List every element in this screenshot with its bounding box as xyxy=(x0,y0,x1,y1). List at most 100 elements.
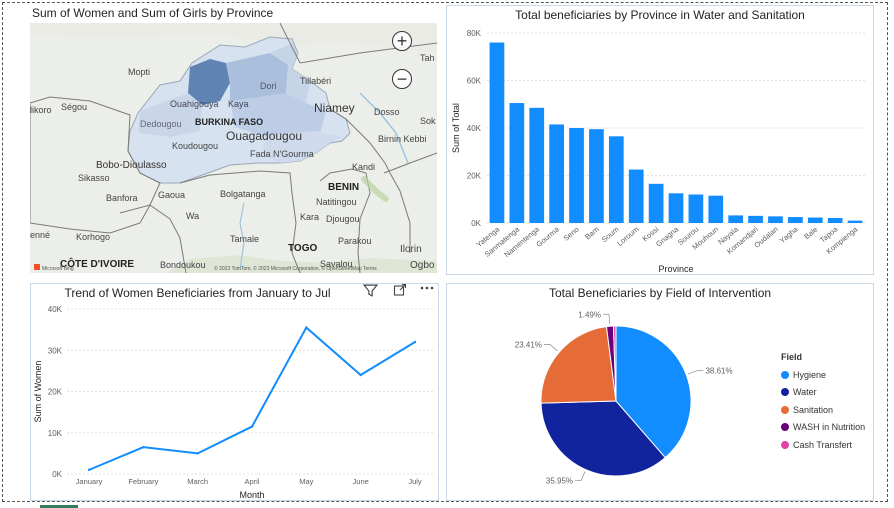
more-options-icon[interactable] xyxy=(419,281,435,298)
line-ytick-label: 30K xyxy=(48,346,63,355)
bar[interactable] xyxy=(768,216,783,223)
line-point[interactable] xyxy=(413,340,417,344)
line-point[interactable] xyxy=(305,326,308,329)
bar[interactable] xyxy=(628,169,644,223)
map-attribution: © 2023 TomTom, © 2023 Microsoft Corporat… xyxy=(214,265,377,272)
bar[interactable] xyxy=(648,183,664,223)
pie-legend-item[interactable]: Water xyxy=(781,384,865,402)
bar[interactable] xyxy=(589,129,604,223)
pie-legend-item[interactable]: Sanitation xyxy=(781,401,865,419)
pie-data-label: 35.95% xyxy=(546,477,573,486)
line-point[interactable] xyxy=(359,373,362,377)
province-seno[interactable] xyxy=(270,43,310,103)
label-koudougou: Koudougou xyxy=(172,141,218,151)
bar[interactable] xyxy=(569,128,584,223)
label-ouahigouya: Ouahigouya xyxy=(170,99,219,109)
map-canvas[interactable]: Tah Mopti Tillabéri Niamey Ouahigouya Ka… xyxy=(30,23,437,273)
map-visual[interactable]: Sum of Women and Sum of Girls by Provinc… xyxy=(30,5,439,273)
pie-data-label: 23.41% xyxy=(515,340,542,349)
line-series[interactable] xyxy=(88,325,416,471)
line-chart-visual[interactable]: Trend of Women Beneficiaries from Januar… xyxy=(30,283,439,501)
label-dedougou: Dedougou xyxy=(140,119,182,129)
pie-slice[interactable] xyxy=(612,325,617,402)
bar[interactable] xyxy=(847,220,863,223)
label-sikasso: Sikasso xyxy=(78,173,110,183)
bar[interactable] xyxy=(827,218,843,223)
bar[interactable] xyxy=(529,107,545,223)
pie-leader-line xyxy=(687,370,704,375)
label-savalou: Savalou xyxy=(320,259,353,269)
map-svg[interactable]: Tah Mopti Tillabéri Niamey Ouahigouya Ka… xyxy=(30,23,437,273)
bar[interactable] xyxy=(489,42,505,224)
province-namentenga[interactable] xyxy=(230,93,326,141)
label-tamale: Tamale xyxy=(230,234,259,244)
line-chart-title: Trend of Women Beneficiaries from Januar… xyxy=(64,286,331,300)
bar-chart-visual[interactable]: Total beneficiaries by Province in Water… xyxy=(446,5,874,275)
map-terrain-north xyxy=(30,23,437,53)
label-benin: BENIN xyxy=(328,182,359,193)
label-enne: enné xyxy=(30,230,50,240)
province-mouhoun[interactable] xyxy=(138,93,202,137)
bar-ytick-label: 40K xyxy=(467,124,482,133)
niger-river xyxy=(359,92,409,164)
pie-leader-line xyxy=(543,344,558,352)
zoom-in-button[interactable]: + xyxy=(392,31,412,51)
bar[interactable] xyxy=(708,195,724,223)
label-dori: Dori xyxy=(260,81,277,91)
bar[interactable] xyxy=(608,136,624,223)
bar-xtick-label: Gourma xyxy=(534,224,561,249)
bar[interactable] xyxy=(688,194,704,224)
legend-swatch xyxy=(781,423,789,432)
bar[interactable] xyxy=(509,103,525,223)
line-chart-svg[interactable]: 0K 10K 20K 30K 40K January February March April M… xyxy=(31,300,438,500)
legend-swatch xyxy=(781,370,789,379)
pie-slice[interactable] xyxy=(540,400,666,477)
label-banfora: Banfora xyxy=(106,193,138,203)
legend-label: WASH in Nutrition xyxy=(793,422,866,433)
label-segou: Ségou xyxy=(61,102,87,112)
bar-y-axis-title: Sum of Total xyxy=(451,103,461,153)
line-ytick-label: 0K xyxy=(52,470,62,479)
nigeria-border xyxy=(383,152,437,174)
bar[interactable] xyxy=(549,124,564,223)
province-yatenga[interactable] xyxy=(188,59,230,105)
bar-x-axis-title: Province xyxy=(658,264,693,274)
label-kandi: Kandi xyxy=(352,162,375,172)
page-tab-indicator[interactable] xyxy=(40,505,78,508)
pie-legend-item[interactable]: Cash Transfert xyxy=(781,436,865,454)
label-fada: Fada N'Gourma xyxy=(250,149,314,159)
map-title: Sum of Women and Sum of Girls by Provinc… xyxy=(32,6,274,20)
label-parakou: Parakou xyxy=(338,236,372,246)
province-gourma[interactable] xyxy=(262,131,342,163)
label-gaoua: Gaoua xyxy=(158,190,185,200)
bar-chart-svg[interactable]: 0K20K40K60K80KYatengaSanmatengaNamenteng… xyxy=(447,24,873,274)
pie-slice[interactable] xyxy=(615,325,692,459)
focus-mode-icon[interactable] xyxy=(393,283,407,300)
bar[interactable] xyxy=(788,217,803,223)
line-point[interactable] xyxy=(87,468,91,472)
bar[interactable] xyxy=(728,215,744,223)
bar[interactable] xyxy=(668,193,684,223)
pie-chart-svg[interactable]: 38.61% 35.95% 23.41% 1.49% xyxy=(447,300,873,500)
label-wa: Wa xyxy=(186,211,199,221)
legend-swatch xyxy=(781,388,789,397)
pie-slice[interactable] xyxy=(540,326,617,404)
line-point[interactable] xyxy=(142,445,145,449)
pie-legend-item[interactable]: WASH in Nutrition xyxy=(781,419,865,437)
pie-legend-title: Field xyxy=(781,352,803,362)
label-togo: TOGO xyxy=(288,243,317,254)
legend-swatch xyxy=(781,405,789,414)
line-point[interactable] xyxy=(250,425,254,428)
filter-icon[interactable] xyxy=(362,283,379,301)
pie-legend-item[interactable]: Hygiene xyxy=(781,366,865,384)
pie-chart-visual[interactable]: Total Beneficiaries by Field of Interven… xyxy=(446,283,874,501)
province-sanmatenga[interactable] xyxy=(226,53,288,103)
bar-xtick-label: Loroum xyxy=(615,225,640,248)
line-y-axis-title: Sum of Women xyxy=(33,361,43,423)
zoom-out-button[interactable]: − xyxy=(392,69,412,89)
bar[interactable] xyxy=(748,215,763,223)
line-xtick-label: February xyxy=(128,477,158,486)
bar[interactable] xyxy=(807,217,823,223)
line-point[interactable] xyxy=(196,452,199,455)
